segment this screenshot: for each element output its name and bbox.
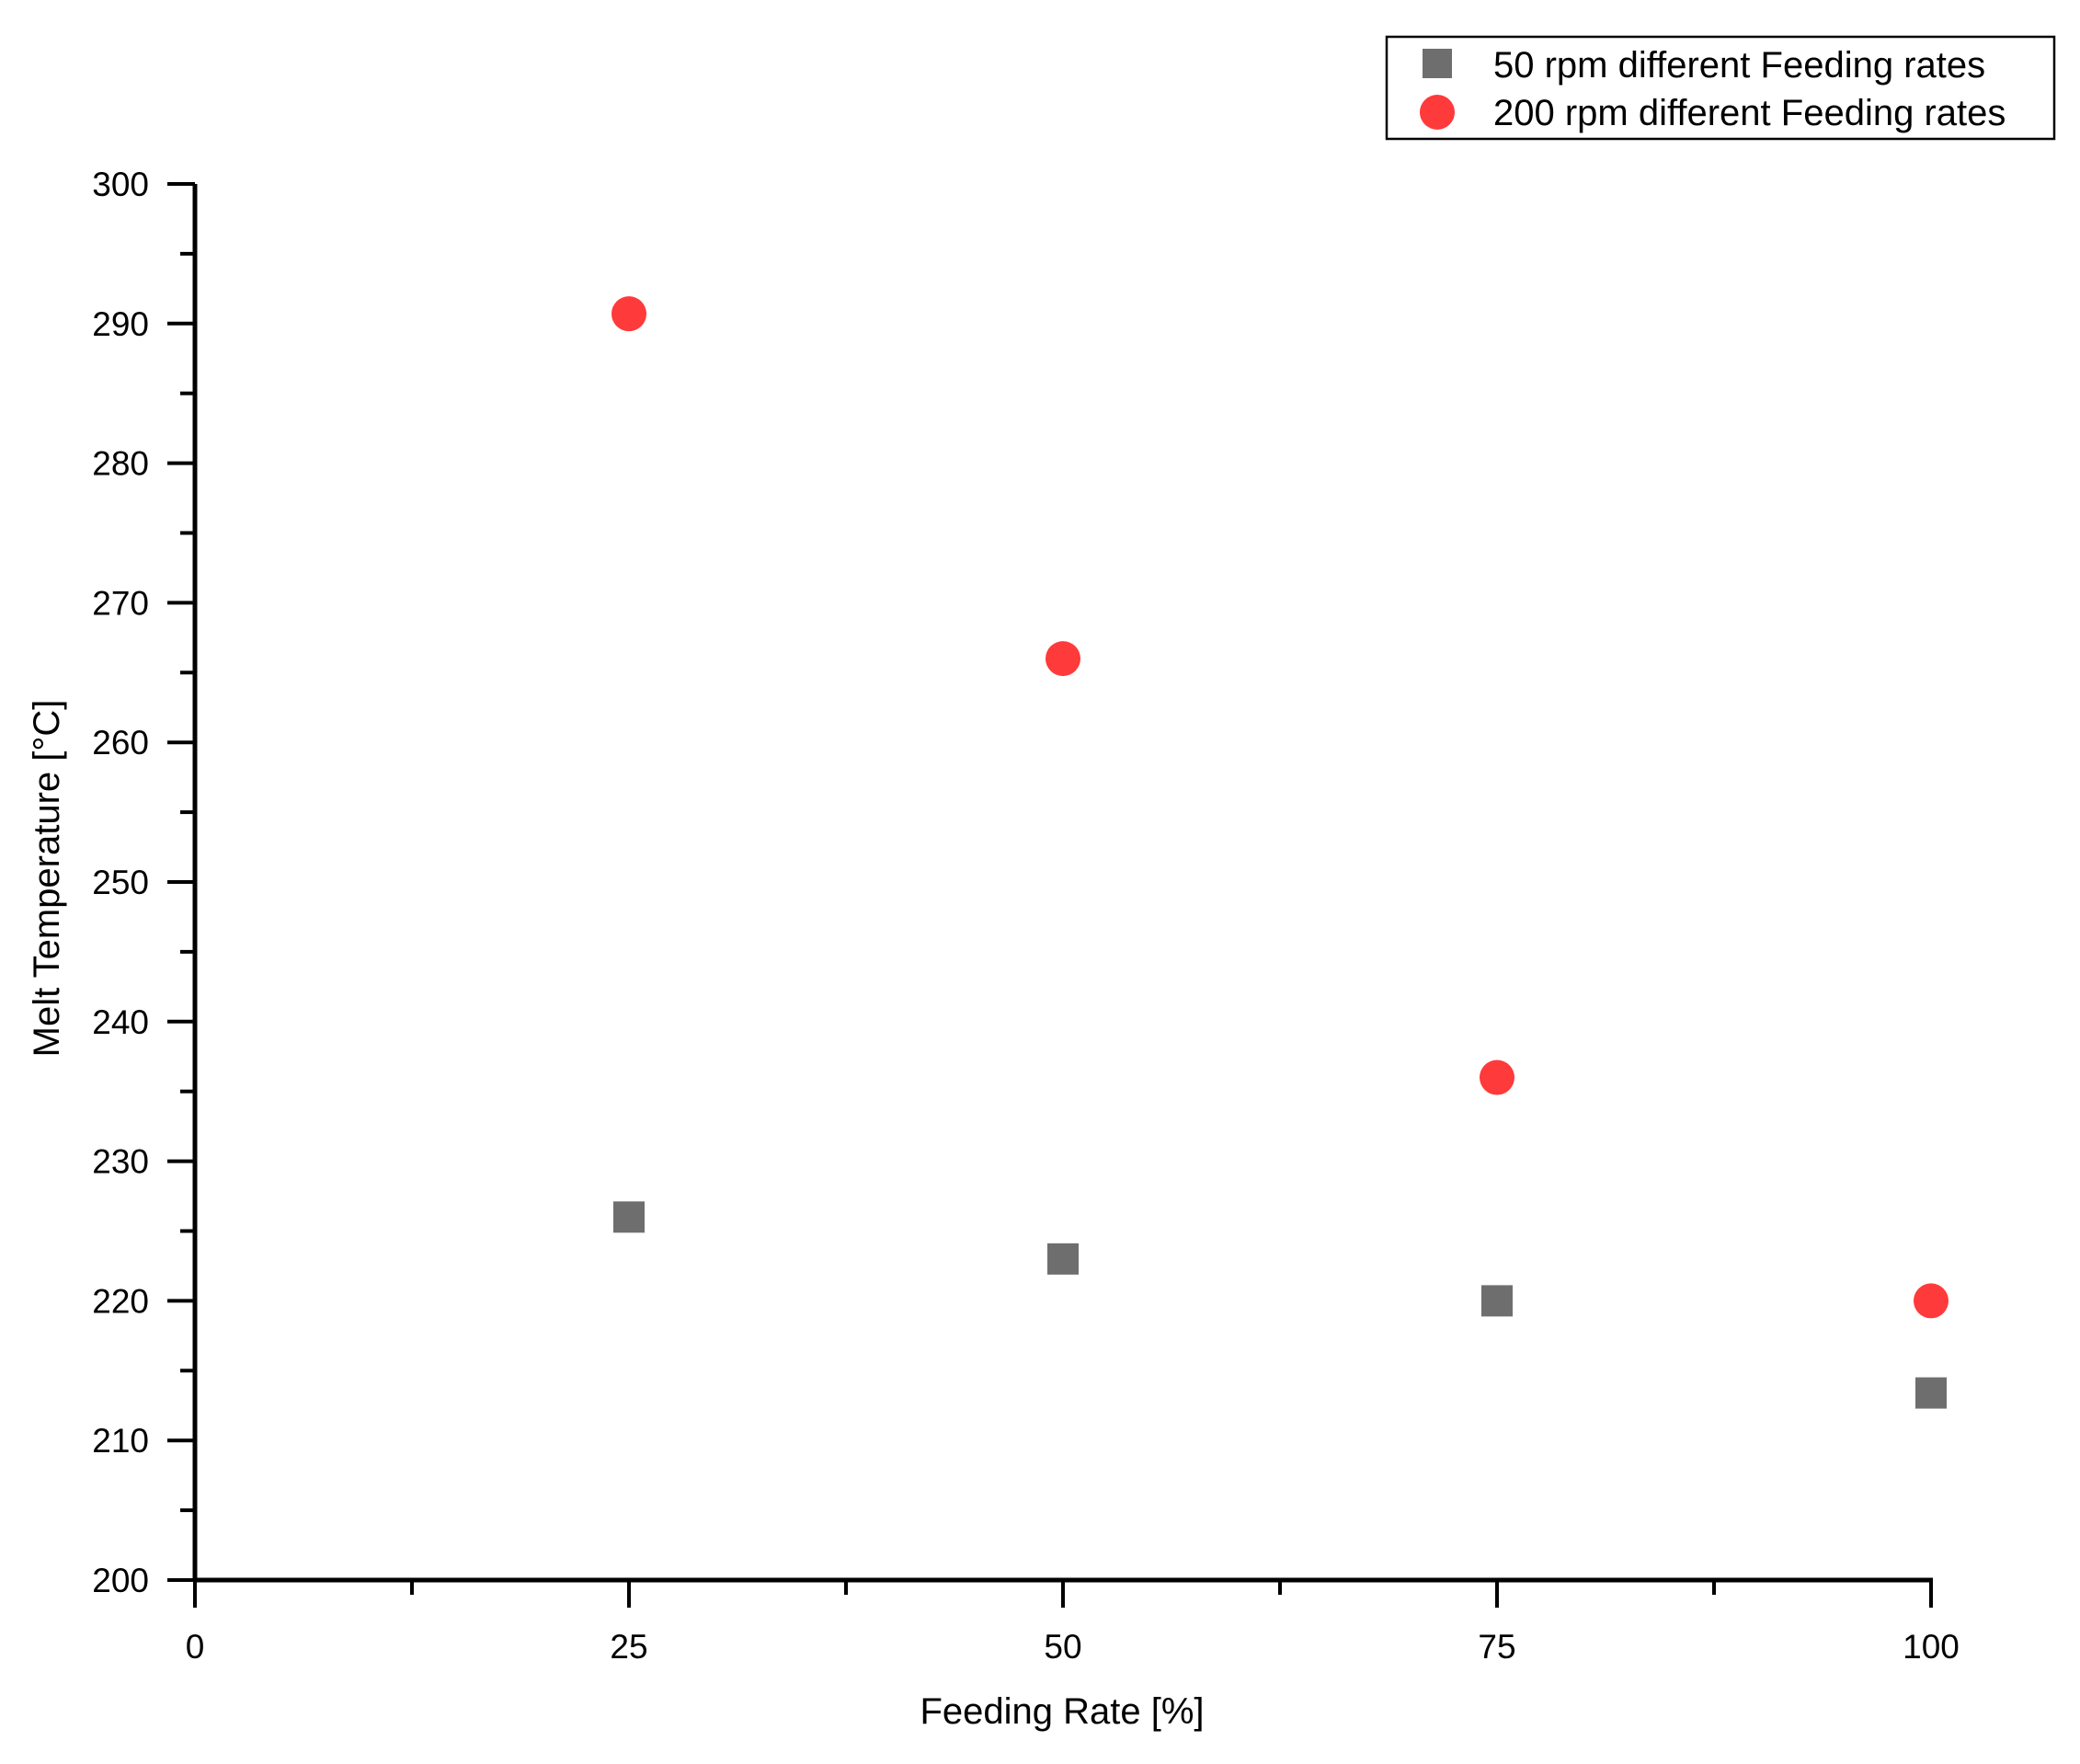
- y-axis-title: Melt Temperature [°C]: [27, 700, 67, 1058]
- y-tick-label: 210: [92, 1422, 149, 1460]
- legend-marker-50rpm: [1423, 49, 1452, 78]
- data-point-50rpm: [1481, 1285, 1513, 1317]
- y-tick-label: 220: [92, 1282, 149, 1320]
- x-tick-label: 25: [610, 1628, 647, 1666]
- legend-label-50rpm: 50 rpm different Feeding rates: [1493, 45, 1985, 86]
- y-tick-label: 230: [92, 1143, 149, 1181]
- data-point-50rpm: [1047, 1243, 1079, 1275]
- data-point-200rpm: [1046, 641, 1080, 677]
- legend-label-200rpm: 200 rpm different Feeding rates: [1493, 93, 2006, 133]
- y-tick-label: 290: [92, 305, 149, 343]
- y-tick-label: 250: [92, 864, 149, 901]
- y-tick-label: 240: [92, 1003, 149, 1041]
- x-tick-label: 0: [186, 1628, 205, 1666]
- legend-marker-200rpm: [1420, 95, 1455, 130]
- data-point-200rpm: [1914, 1283, 1949, 1319]
- y-tick-label: 280: [92, 445, 149, 483]
- legend-box: [1385, 35, 2056, 141]
- axes-layer: [192, 184, 1933, 1583]
- x-tick-label: 100: [1903, 1628, 1960, 1666]
- y-tick-label: 300: [92, 166, 149, 203]
- legend: 50 rpm different Feeding rates 200 rpm d…: [1385, 35, 2056, 141]
- y-tick-label: 270: [92, 584, 149, 622]
- y-tick-label: 260: [92, 724, 149, 762]
- x-axis-title: Feeding Rate [%]: [920, 1691, 1204, 1732]
- data-point-50rpm: [613, 1201, 645, 1233]
- x-tick-label: 75: [1478, 1628, 1515, 1666]
- data-point-200rpm: [1480, 1060, 1514, 1095]
- data-point-50rpm: [1915, 1377, 1947, 1409]
- data-point-200rpm: [611, 296, 646, 332]
- ticks-layer: 200 210 220 230 240 250 260 270 280 290 300 0 25 50 75…: [92, 166, 1960, 1666]
- x-tick-label: 50: [1044, 1628, 1081, 1666]
- y-tick-label: 200: [92, 1562, 149, 1599]
- points-layer: [611, 296, 1949, 1409]
